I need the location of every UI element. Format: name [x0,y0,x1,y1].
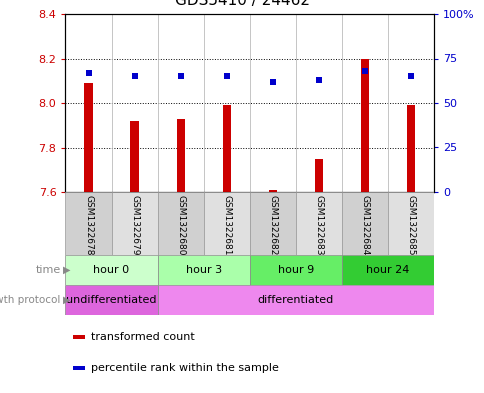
Bar [203,192,249,255]
Bar [111,192,157,255]
Text: GSM1322678: GSM1322678 [84,195,93,256]
Bar [84,83,92,192]
Bar [314,159,322,192]
Text: ▶: ▶ [63,295,70,305]
Bar [406,105,414,192]
Bar [176,119,184,192]
Bar [341,255,433,285]
Text: undifferentiated: undifferentiated [66,295,156,305]
Bar [249,255,341,285]
Bar [157,255,249,285]
Bar [249,192,295,255]
Text: GSM1322683: GSM1322683 [314,195,323,256]
Text: growth protocol: growth protocol [0,295,60,305]
Text: GSM1322685: GSM1322685 [406,195,415,256]
Text: differentiated: differentiated [257,295,333,305]
Text: hour 9: hour 9 [277,265,313,275]
Text: percentile rank within the sample: percentile rank within the sample [91,363,278,373]
Text: hour 0: hour 0 [93,265,129,275]
Text: GSM1322680: GSM1322680 [176,195,185,256]
Text: transformed count: transformed count [91,332,194,342]
Bar [65,192,111,255]
Bar [73,334,85,339]
Bar [130,121,138,192]
Bar [157,192,203,255]
Text: GSM1322682: GSM1322682 [268,195,277,255]
Bar [387,192,433,255]
Bar [295,192,341,255]
Bar [65,285,157,315]
Bar [222,105,230,192]
Bar [157,285,433,315]
Bar [341,192,387,255]
Text: time: time [35,265,60,275]
Text: GSM1322681: GSM1322681 [222,195,231,256]
Bar [268,190,276,192]
Text: hour 24: hour 24 [365,265,409,275]
Text: ▶: ▶ [63,265,70,275]
Text: GSM1322679: GSM1322679 [130,195,139,256]
Bar [73,366,85,370]
Bar [360,59,368,192]
Text: GSM1322684: GSM1322684 [360,195,369,255]
Bar [65,255,157,285]
Text: GDS5410 / 24462: GDS5410 / 24462 [175,0,309,8]
Text: hour 3: hour 3 [185,265,221,275]
